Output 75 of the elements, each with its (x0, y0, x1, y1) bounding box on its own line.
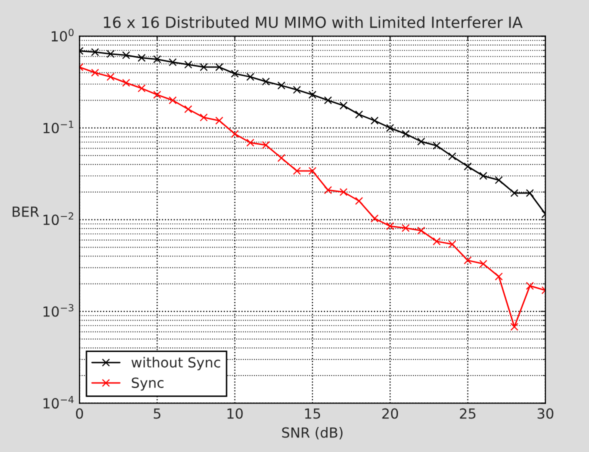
point (402, 224, 410, 232)
point (308, 90, 316, 99)
point (168, 96, 177, 104)
point (122, 78, 130, 87)
point (91, 68, 100, 77)
point (526, 282, 534, 290)
point (106, 50, 115, 58)
point (448, 240, 456, 248)
x-tick-label: 5 (154, 408, 160, 419)
x-tick-label: 0 (76, 408, 84, 419)
point (215, 116, 224, 125)
point (479, 172, 488, 180)
point (417, 138, 426, 146)
y-tick-label: 10$^{−3}$ (44, 304, 74, 317)
point (340, 188, 348, 196)
point (184, 105, 192, 114)
x-tick-label: 25 (460, 408, 476, 419)
x-axis-title: SNR (dB) (282, 427, 342, 440)
legend-label: Sync (132, 377, 164, 391)
point (417, 226, 426, 235)
point (91, 48, 100, 56)
y-tick-label: 10$^{0}$ (52, 28, 74, 42)
point (106, 72, 115, 81)
point (494, 272, 503, 281)
point (448, 152, 456, 160)
point (262, 141, 270, 150)
y-tick-label: 10$^{−4}$ (44, 396, 74, 409)
y-axis-title: BER (12, 206, 39, 217)
point (526, 189, 534, 198)
point (324, 96, 332, 104)
x-tick-label: 15 (305, 408, 320, 419)
point (386, 222, 394, 230)
legend-label: without Sync (131, 356, 220, 370)
point (168, 58, 177, 66)
x-tick-label: 10 (228, 408, 243, 419)
point (432, 237, 441, 246)
point (153, 90, 162, 99)
point (494, 176, 503, 184)
point (246, 138, 254, 147)
point (479, 260, 488, 268)
point (324, 186, 332, 194)
point (402, 130, 410, 138)
point (292, 86, 301, 94)
point (432, 142, 441, 150)
point (277, 81, 286, 90)
point (138, 54, 146, 62)
point (262, 78, 270, 86)
point (386, 124, 394, 132)
point (200, 113, 208, 122)
point (340, 102, 348, 110)
point (153, 55, 162, 64)
point (230, 70, 239, 78)
x-tick-label: 30 (538, 408, 554, 419)
point (230, 130, 239, 138)
point (277, 154, 286, 162)
y-tick-label: 10$^{−1}$ (44, 120, 74, 134)
point (292, 166, 301, 175)
point (510, 322, 518, 331)
point (246, 72, 254, 81)
point (138, 84, 146, 92)
point (215, 63, 224, 72)
point (464, 162, 472, 170)
chart-title: 16 x 16 Distributed MU MIMO with Limited Interferer IA (104, 16, 523, 28)
point (370, 116, 379, 125)
point (355, 196, 364, 205)
point (308, 166, 316, 175)
point (200, 63, 208, 72)
point (510, 189, 518, 198)
point (464, 256, 472, 264)
point (184, 60, 192, 69)
point (122, 51, 130, 60)
point (370, 214, 379, 222)
point (355, 110, 364, 118)
y-tick-label: 10$^{−2}$ (44, 212, 74, 226)
x-tick-label: 20 (382, 408, 398, 419)
